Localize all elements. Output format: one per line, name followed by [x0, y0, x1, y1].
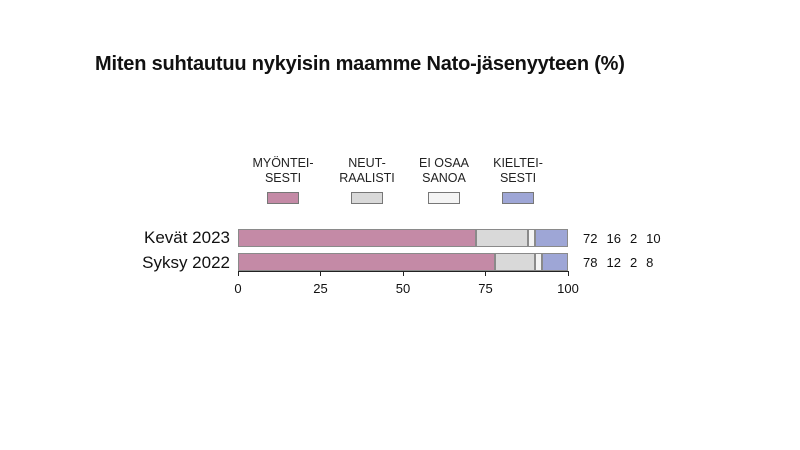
x-tick-label: 0	[234, 281, 242, 296]
bar-row-syksy-2022	[238, 253, 568, 271]
legend-item-ei-osaa-sanoa: EI OSAA SANOA	[406, 156, 482, 204]
x-tick-mark	[237, 271, 239, 276]
legend-item-neutraalisti: NEUT- RAALISTI	[329, 156, 405, 204]
chart-title: Miten suhtautuu nykyisin maamme Nato-jäs…	[95, 53, 625, 75]
legend-label: EI OSAA SANOA	[418, 156, 470, 185]
row-values: 72 16 2 10	[583, 231, 670, 246]
x-tick-mark	[485, 271, 486, 276]
value-label: 72	[583, 231, 598, 246]
value-label: 78	[583, 255, 598, 270]
legend-label: KIELTEI- SESTI	[493, 156, 543, 185]
x-tick-label: 75	[478, 281, 493, 296]
bar-segment-ei-osaa-sanoa	[528, 229, 535, 247]
legend-swatch-icon	[351, 192, 383, 204]
x-tick-label: 25	[313, 281, 328, 296]
legend-item-myonteisesti: MYÖNTEI- SESTI	[245, 156, 321, 204]
value-label: 12	[606, 255, 621, 270]
x-tick-label: 50	[395, 281, 411, 296]
bar-segment-myonteisesti	[238, 253, 496, 271]
x-tick-label: 100	[557, 281, 579, 296]
value-label: 2	[629, 231, 638, 246]
bar-segment-kielteisesti	[535, 229, 568, 247]
bar-row-kevat-2023	[238, 229, 568, 247]
category-label: Syksy 2022	[142, 253, 230, 272]
legend-item-kielteisesti: KIELTEI- SESTI	[480, 156, 556, 204]
category-label: Kevät 2023	[143, 228, 230, 247]
bar-segment-neutraalisti	[475, 229, 529, 247]
value-label: 8	[646, 255, 654, 270]
x-tick-mark	[320, 271, 321, 276]
bar-segment-kielteisesti	[541, 253, 568, 271]
legend-swatch-icon	[502, 192, 534, 204]
value-label: 2	[629, 255, 638, 270]
legend-swatch-icon	[267, 192, 299, 204]
bar-segment-myonteisesti	[238, 229, 476, 247]
bar-segment-neutraalisti	[495, 253, 535, 271]
x-tick-mark	[567, 271, 569, 276]
legend-swatch-icon	[428, 192, 460, 204]
row-values: 78 12 2 8	[583, 255, 662, 270]
value-label: 16	[606, 231, 621, 246]
legend-label: MYÖNTEI- SESTI	[252, 156, 314, 185]
bar-segment-ei-osaa-sanoa	[535, 253, 542, 271]
legend-label: NEUT- RAALISTI	[339, 156, 395, 185]
value-label: 10	[646, 231, 661, 246]
x-tick-mark	[402, 271, 404, 276]
